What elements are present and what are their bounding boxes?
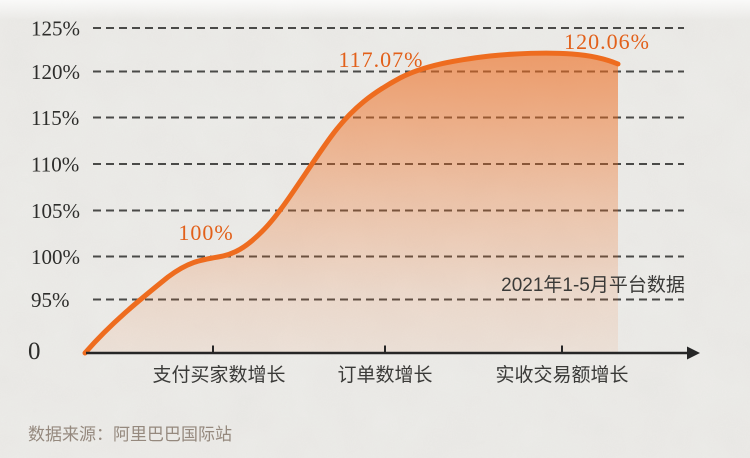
x-axis-arrow-icon xyxy=(687,346,700,360)
category-label-3: 实收交易额增长 xyxy=(495,364,628,386)
y-tick-label-110: 110% xyxy=(31,152,79,176)
x-axis xyxy=(86,345,700,360)
x-axis-labels: 支付买家数增长 订单数增长 实收交易额增长 xyxy=(152,364,628,386)
y-tick-label-125: 125% xyxy=(31,16,80,40)
point-label-120-06: 120.06% xyxy=(564,29,650,54)
y-tick-label-100: 100% xyxy=(31,245,80,269)
y-origin-label: 0 xyxy=(28,338,41,365)
data-point-labels: 100% 117.07% 120.06% xyxy=(178,29,650,245)
data-source-note: 数据来源：阿里巴巴国际站 xyxy=(28,425,232,444)
point-label-117-07: 117.07% xyxy=(338,47,423,72)
y-tick-label-105: 105% xyxy=(31,199,80,223)
trend-line xyxy=(82,50,621,356)
y-tick-label-95: 95% xyxy=(31,288,70,312)
y-tick-label-120: 120% xyxy=(31,60,80,84)
point-label-100: 100% xyxy=(178,220,233,245)
category-label-2: 订单数增长 xyxy=(337,364,432,386)
y-axis-labels: 125% 120% 115% 110% 105% 100% 95% 0 xyxy=(28,16,80,364)
y-tick-label-115: 115% xyxy=(31,106,79,130)
period-annotation: 2021年1-5月平台数据 xyxy=(501,274,685,296)
top-edge-highlight xyxy=(0,0,750,20)
category-label-1: 支付买家数增长 xyxy=(152,364,285,386)
area-fill xyxy=(85,53,618,353)
